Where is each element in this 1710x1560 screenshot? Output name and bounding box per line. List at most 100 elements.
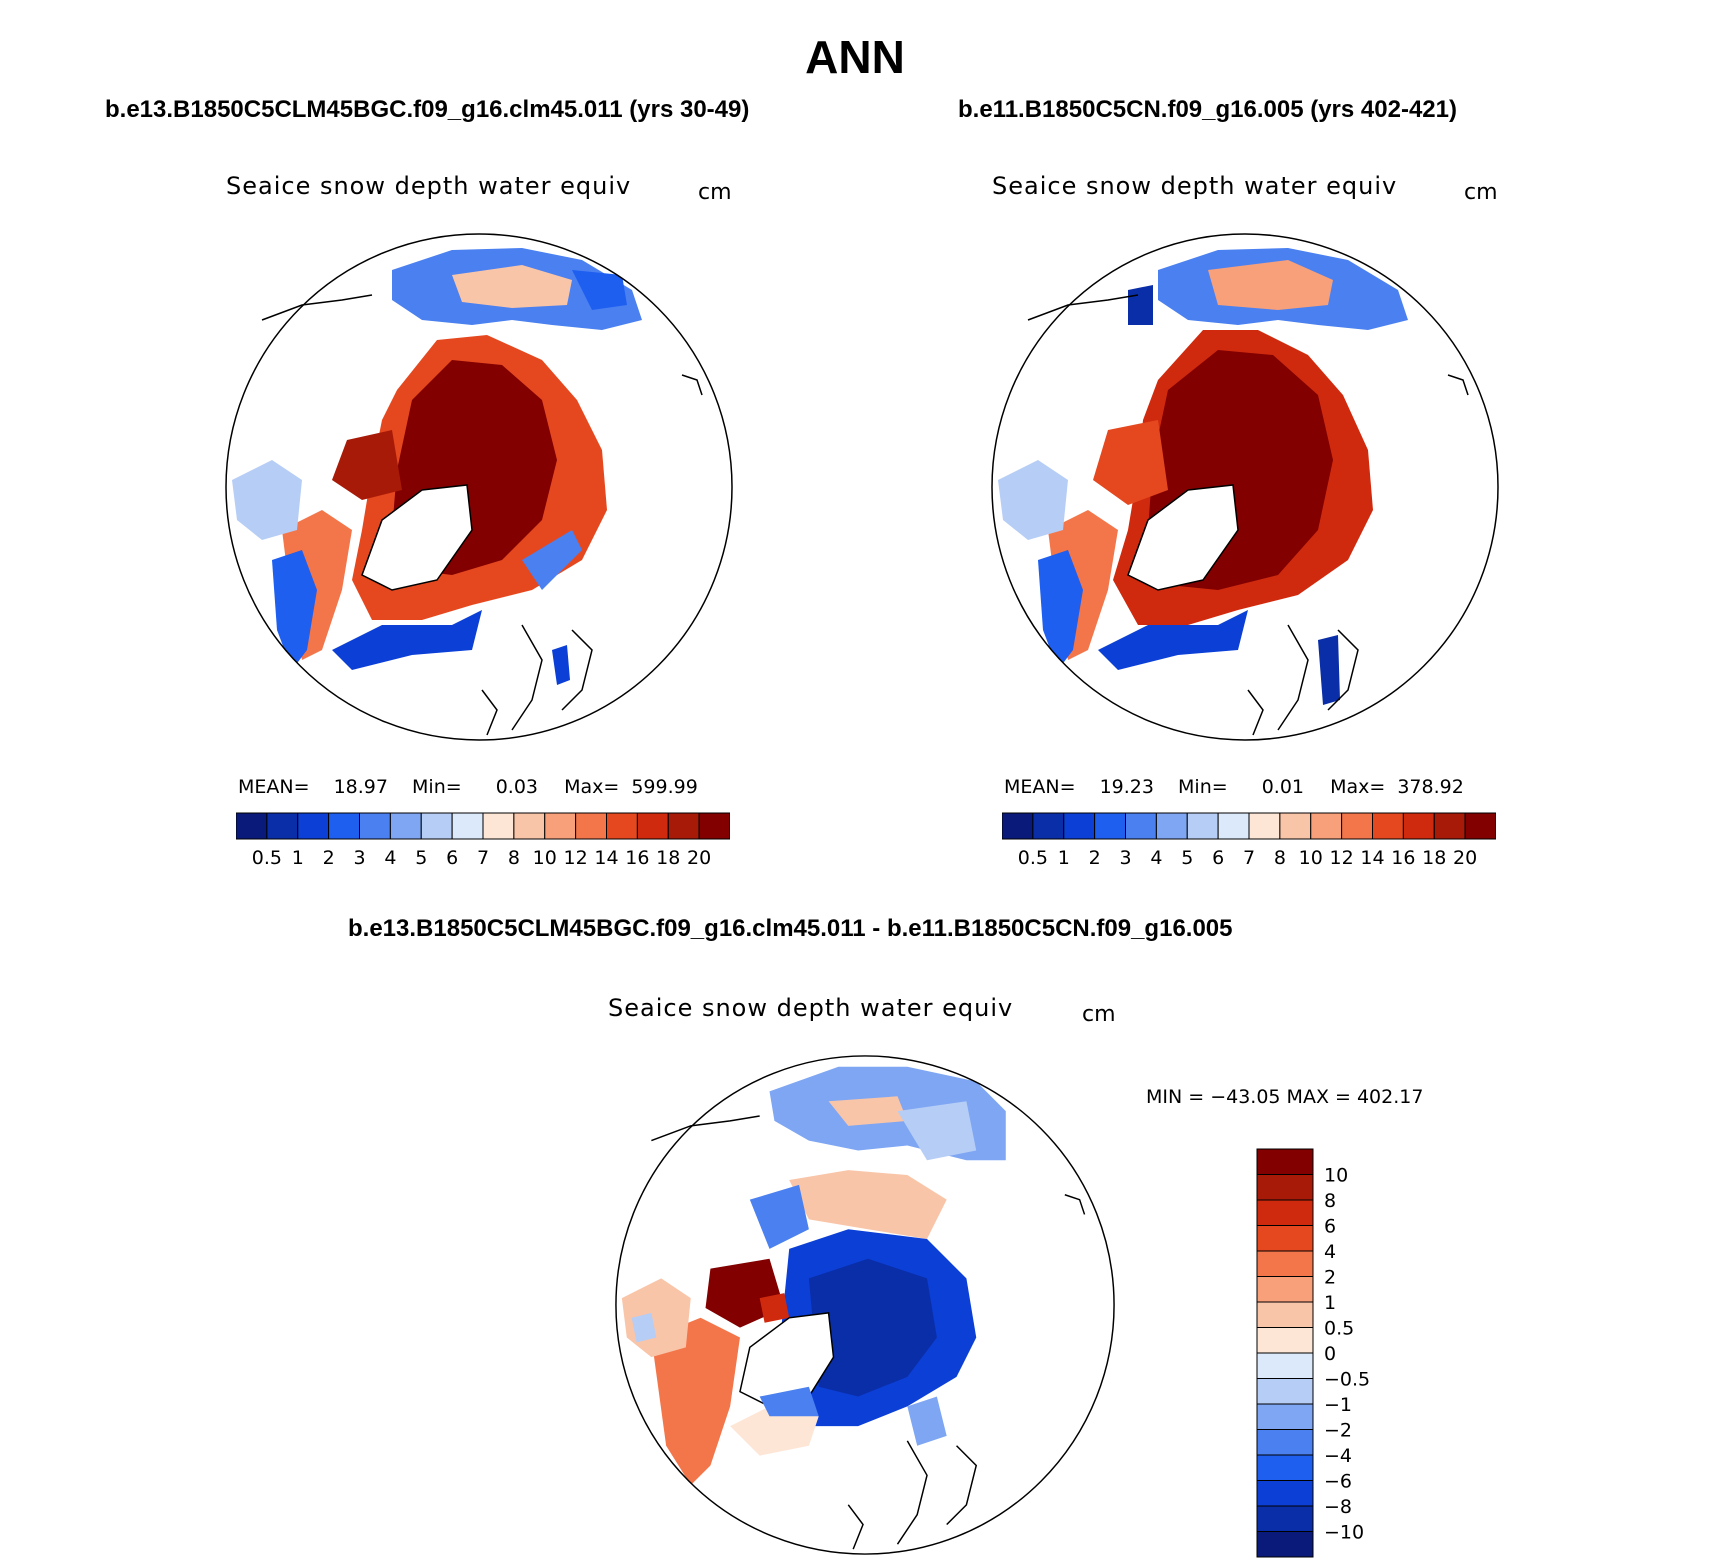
diff-colorbar — [1256, 1148, 1314, 1558]
panel2-min-value: 0.01 — [1261, 776, 1305, 798]
diff-minmax: MIN = −43.05 MAX = 402.17 — [1146, 1086, 1424, 1108]
panel2-colorbar-swatch — [1372, 812, 1404, 840]
panel1-colorbar-tick-label: 20 — [687, 847, 711, 869]
diff-colorbar-tick-label: 0.5 — [1324, 1318, 1354, 1340]
panel2-colorbar-tick-label: 18 — [1422, 847, 1446, 869]
panel1-colorbar-swatch — [389, 812, 422, 840]
panel2-max-label: Max= — [1330, 776, 1386, 798]
panel1-colorbar-swatch — [544, 812, 577, 840]
panel1-stats: MEAN= 18.97 Min= 0.03 Max= 599.99 — [238, 776, 698, 798]
panel2-colorbar-tick-label: 12 — [1330, 847, 1354, 869]
panel2-colorbar-swatch — [1217, 812, 1250, 840]
diff-colorbar-swatch — [1256, 1403, 1314, 1430]
diff-colorbar-tick-label: −6 — [1324, 1471, 1352, 1493]
diff-colorbar-swatch — [1256, 1199, 1314, 1226]
panel2-colorbar-ticks: 0.5 1 2 3 4 5 6 7 8 10 12 14 16 18 20 — [1018, 847, 1477, 869]
panel1-colorbar-tick-label: 0.5 — [252, 847, 282, 869]
panel1-min-value: 0.03 — [495, 776, 539, 798]
diff-colorbar-swatch — [1256, 1174, 1314, 1201]
panel2-colorbar-tick-label: 5 — [1181, 847, 1193, 869]
diff-colorbar-tick-label: −2 — [1324, 1420, 1352, 1442]
panel2-mean-label: MEAN= — [1004, 776, 1076, 798]
panel1-mean-value: 18.97 — [333, 776, 388, 798]
panel2-case-label: b.e11.B1850C5CN.f09_g16.005 (yrs 402-421… — [958, 96, 1457, 123]
panel2-colorbar-swatch — [1464, 812, 1496, 840]
panel1-colorbar-ticks: 0.5 1 2 3 4 5 6 7 8 10 12 14 16 18 20 — [252, 847, 711, 869]
panel1-colorbar-tick-label: 5 — [415, 847, 427, 869]
panel2-colorbar-swatch — [1186, 812, 1219, 840]
panel2-colorbar-swatch — [1248, 812, 1281, 840]
panel2-colorbar-swatch — [1063, 812, 1096, 840]
panel1-mean-label: MEAN= — [238, 776, 310, 798]
panel1-min-label: Min= — [412, 776, 462, 798]
diff-colorbar-swatch — [1256, 1378, 1314, 1405]
diff-colorbar-swatch — [1256, 1531, 1314, 1558]
panel1-colorbar-tick-label: 2 — [323, 847, 335, 869]
diff-colorbar-tick-label: 10 — [1324, 1165, 1348, 1187]
panel1-polar-map — [225, 233, 733, 741]
panel1-colorbar-tick-label: 4 — [384, 847, 396, 869]
main-title: ANN — [805, 31, 905, 83]
panel2-colorbar-swatch — [1032, 812, 1065, 840]
panel1-colorbar-tick-label: 8 — [508, 847, 520, 869]
diff-colorbar-swatch — [1256, 1148, 1314, 1175]
panel2-colorbar-tick-label: 3 — [1119, 847, 1131, 869]
diff-colorbar-swatch — [1256, 1301, 1314, 1328]
panel2-mean-value: 19.23 — [1099, 776, 1154, 798]
panel1-colorbar — [236, 812, 730, 840]
diff-polar-map — [615, 1055, 1115, 1555]
panel2-colorbar-tick-label: 6 — [1212, 847, 1224, 869]
diff-colorbar-ticks: 10 8 6 4 2 1 0.5 0 −0.5 −1 −2 −4 −6 −8 −10 — [1324, 1165, 1370, 1544]
panel1-max-label: Max= — [564, 776, 620, 798]
panel1-colorbar-tick-label: 14 — [594, 847, 618, 869]
diff-colorbar-swatch — [1256, 1505, 1314, 1532]
panel2-colorbar-swatch — [1155, 812, 1188, 840]
diff-colorbar-tick-label: 6 — [1324, 1216, 1336, 1238]
panel1-colorbar-swatch — [266, 812, 299, 840]
panel1-max-value: 599.99 — [631, 776, 698, 798]
diff-colorbar-tick-label: 4 — [1324, 1241, 1336, 1263]
panel1-colorbar-swatch — [513, 812, 546, 840]
panel2-colorbar-tick-label: 20 — [1453, 847, 1477, 869]
panel2-colorbar-swatch — [1279, 812, 1312, 840]
diff-colorbar-swatch — [1256, 1225, 1314, 1252]
panel2-colorbar-tick-label: 14 — [1360, 847, 1384, 869]
diff-colorbar-tick-label: −1 — [1324, 1394, 1352, 1416]
panel2-colorbar — [1002, 812, 1496, 840]
panel1-plot-title: Seaice snow depth water equiv — [226, 172, 632, 200]
diff-colorbar-tick-label: −10 — [1324, 1522, 1364, 1544]
panel1-colorbar-swatch — [636, 812, 669, 840]
diff-plot-title: Seaice snow depth water equiv — [608, 994, 1014, 1022]
diff-colorbar-swatch — [1256, 1276, 1314, 1303]
panel2-colorbar-tick-label: 16 — [1391, 847, 1415, 869]
panel1-colorbar-swatch — [359, 812, 391, 840]
diff-colorbar-swatch — [1256, 1454, 1314, 1481]
panel1-colorbar-swatch — [451, 812, 484, 840]
diff-colorbar-swatch — [1256, 1327, 1314, 1354]
panel2-colorbar-swatch — [1310, 812, 1343, 840]
panel2-colorbar-swatch — [1341, 812, 1373, 840]
panel2-max-value: 378.92 — [1397, 776, 1464, 798]
diff-units: cm — [1082, 1002, 1116, 1027]
panel1-colorbar-swatch — [606, 812, 638, 840]
panel2-colorbar-tick-label: 8 — [1274, 847, 1286, 869]
panel2-colorbar-tick-label: 0.5 — [1018, 847, 1048, 869]
panel1-colorbar-tick-label: 1 — [292, 847, 304, 869]
diff-colorbar-tick-label: −8 — [1324, 1496, 1352, 1518]
panel1-colorbar-swatch — [667, 812, 700, 840]
panel1-colorbar-tick-label: 3 — [353, 847, 365, 869]
panel1-colorbar-tick-label: 6 — [446, 847, 458, 869]
panel1-colorbar-swatch — [575, 812, 607, 840]
panel2-colorbar-swatch — [1402, 812, 1435, 840]
panel1-colorbar-swatch — [236, 812, 268, 840]
panel1-colorbar-swatch — [297, 812, 330, 840]
panel1-colorbar-tick-label: 10 — [533, 847, 557, 869]
panel2-polar-map — [991, 233, 1499, 741]
panel2-colorbar-tick-label: 4 — [1150, 847, 1162, 869]
panel1-colorbar-tick-label: 16 — [625, 847, 649, 869]
diff-colorbar-swatch — [1256, 1250, 1314, 1277]
panel2-colorbar-swatch — [1433, 812, 1466, 840]
panel2-colorbar-tick-label: 1 — [1058, 847, 1070, 869]
diff-colorbar-tick-label: 0 — [1324, 1343, 1336, 1365]
panel2-units: cm — [1464, 180, 1498, 205]
